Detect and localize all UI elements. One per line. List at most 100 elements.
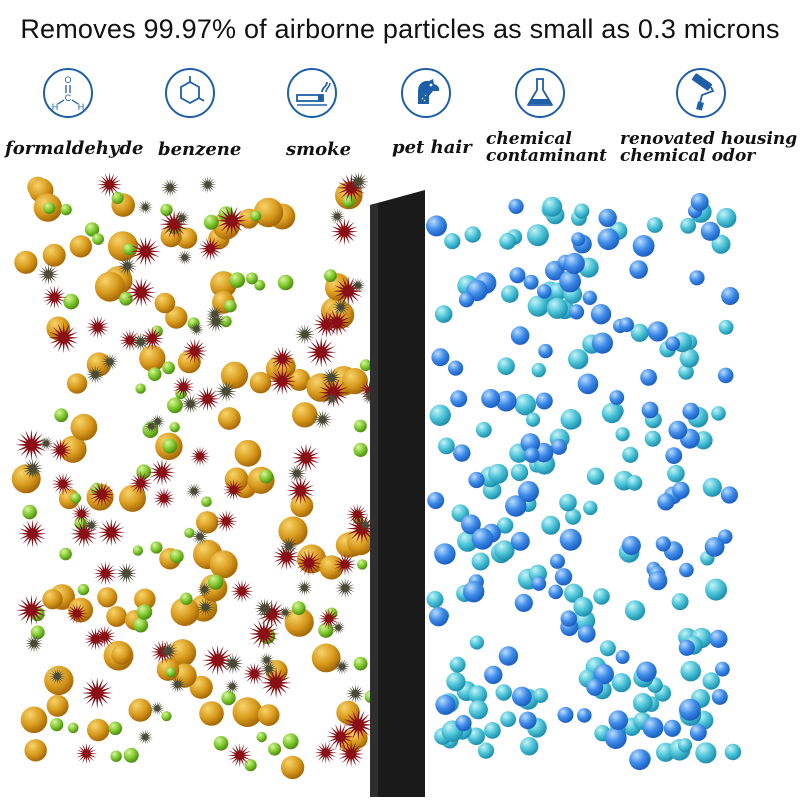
clean-air-particle bbox=[426, 215, 447, 237]
pollen-particle bbox=[208, 574, 224, 590]
smoke-particle bbox=[260, 660, 278, 678]
germ-particle bbox=[268, 367, 297, 396]
pollen-particle bbox=[256, 731, 267, 743]
clean-air-particle bbox=[636, 661, 657, 682]
clean-air-particle bbox=[563, 252, 585, 274]
pollen-particle bbox=[60, 203, 72, 216]
germ-particle bbox=[51, 472, 75, 496]
germ-particle bbox=[227, 743, 252, 768]
clean-air-particle bbox=[444, 233, 461, 250]
clean-air-particle bbox=[702, 672, 720, 690]
germ-particle bbox=[66, 602, 88, 625]
clean-air-particle bbox=[601, 402, 623, 424]
pollen-particle bbox=[229, 272, 246, 288]
dust-particle bbox=[106, 606, 127, 627]
clean-air-particle bbox=[525, 412, 541, 427]
clean-air-particle bbox=[665, 336, 680, 351]
clean-air-particle bbox=[568, 304, 585, 320]
germ-particle bbox=[153, 487, 175, 510]
dust-particle bbox=[42, 589, 63, 610]
dust-particle bbox=[119, 484, 146, 512]
clean-air-particle bbox=[690, 193, 709, 211]
clean-air-particle bbox=[469, 635, 484, 650]
smoke-particle bbox=[143, 419, 159, 434]
clean-air-particle bbox=[678, 639, 695, 656]
dust-particle bbox=[199, 701, 224, 726]
germ-particle bbox=[198, 236, 223, 261]
clean-air-particle bbox=[531, 362, 546, 378]
dust-particle bbox=[284, 607, 314, 637]
clean-air-particle bbox=[648, 571, 668, 591]
pollen-particle bbox=[250, 210, 262, 222]
paint-roller-icon bbox=[676, 68, 726, 118]
clean-air-particle bbox=[554, 568, 573, 586]
clean-air-particle bbox=[542, 196, 563, 217]
clean-air-particle bbox=[647, 321, 668, 342]
clean-air-particle bbox=[640, 369, 657, 386]
dust-particle bbox=[290, 494, 314, 518]
clean-air-particle bbox=[598, 208, 617, 228]
dust-particle bbox=[66, 373, 88, 394]
dust-particle bbox=[209, 550, 238, 579]
clean-air-particle bbox=[519, 711, 537, 730]
germ-particle bbox=[318, 608, 340, 630]
clean-air-particle bbox=[501, 285, 519, 303]
dust-particle bbox=[341, 368, 368, 395]
clean-air-particle bbox=[520, 737, 539, 756]
clean-air-particle bbox=[679, 348, 699, 368]
pollen-particle bbox=[92, 233, 104, 245]
clean-air-particle bbox=[431, 348, 450, 367]
dust-particle bbox=[196, 511, 219, 534]
clean-air-particle bbox=[484, 722, 501, 739]
pollen-particle bbox=[169, 549, 184, 564]
clean-air-particle bbox=[711, 234, 731, 254]
germ-particle bbox=[130, 236, 161, 267]
clean-air-particle bbox=[573, 597, 593, 617]
germ-particle bbox=[215, 510, 238, 533]
clean-air-particle bbox=[577, 708, 592, 723]
clean-air-particle bbox=[559, 493, 577, 512]
germ-particle bbox=[202, 644, 234, 676]
germ-particle bbox=[230, 579, 254, 603]
pollen-particle bbox=[123, 747, 139, 763]
clean-air-particle bbox=[720, 486, 739, 504]
clean-air-particle bbox=[450, 390, 468, 408]
clean-air-particle bbox=[531, 576, 547, 591]
clean-air-particle bbox=[438, 437, 455, 455]
pollen-particle bbox=[110, 750, 122, 762]
clean-air-particle bbox=[510, 463, 529, 482]
clean-air-particle bbox=[608, 710, 629, 730]
pollen-particle bbox=[133, 617, 149, 633]
clean-air-particle bbox=[591, 332, 614, 354]
clean-air-particle bbox=[468, 700, 488, 720]
germ-particle bbox=[333, 553, 357, 576]
smoke-particle bbox=[131, 332, 151, 352]
label-chemical-contaminant-line1: chemical bbox=[486, 129, 572, 149]
clean-air-particle bbox=[426, 590, 444, 608]
smoke-particle bbox=[196, 597, 215, 617]
clean-air-particle bbox=[429, 404, 451, 426]
clean-air-particle bbox=[494, 540, 515, 561]
dust-particle bbox=[86, 352, 111, 377]
germ-particle bbox=[222, 479, 245, 501]
germ-particle bbox=[48, 322, 80, 354]
pollen-particle bbox=[150, 541, 163, 554]
clean-air-particle bbox=[577, 624, 596, 643]
clean-air-particle bbox=[559, 528, 582, 551]
headline: Removes 99.97% of airborne particles as … bbox=[20, 14, 780, 44]
smoke-particle bbox=[85, 365, 105, 385]
germ-particle bbox=[305, 336, 337, 368]
dust-particle bbox=[217, 407, 241, 430]
clean-air-particle bbox=[560, 408, 582, 430]
clean-air-particle bbox=[711, 406, 726, 421]
pollen-particle bbox=[136, 464, 152, 480]
pollen-particle bbox=[132, 545, 143, 556]
smoke-particle bbox=[332, 298, 350, 316]
clean-air-particle bbox=[599, 640, 616, 657]
clean-air-particle bbox=[477, 742, 495, 759]
clean-air-particle bbox=[464, 226, 481, 243]
clean-air-particle bbox=[629, 260, 648, 279]
clean-air-particle bbox=[672, 481, 690, 499]
germ-particle bbox=[194, 386, 221, 412]
clean-air-particle bbox=[468, 471, 485, 489]
